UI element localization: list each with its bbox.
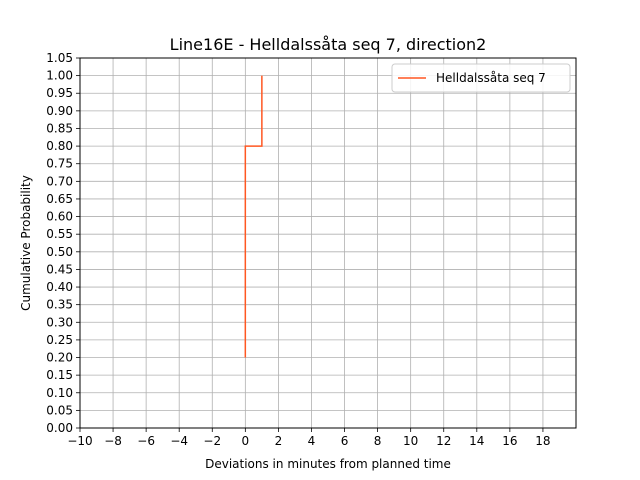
y-tick-label: 0.65 [46,192,73,206]
x-tick-label: 6 [341,434,349,448]
y-tick-label: 0.70 [46,174,73,188]
legend: Helldalssåta seq 7 [391,63,571,93]
y-tick-label: 0.95 [46,86,73,100]
y-tick-label: 0.20 [46,351,73,365]
legend-box [391,63,571,93]
x-tick-label: 16 [502,434,517,448]
x-tick-label: 14 [469,434,484,448]
x-tick-label: −4 [170,434,188,448]
y-tick-label: 0.85 [46,121,73,135]
x-tick-label: 12 [436,434,451,448]
y-tick-label: 0.75 [46,157,73,171]
x-axis-ticks: −10 −8 −6 −4 −2 0 2 4 6 8 10 12 14 16 18 [67,428,551,448]
y-tick-label: 1.00 [46,69,73,83]
plot-area [80,58,576,428]
chart-title: Line16E - Helldalssåta seq 7, direction2 [170,35,487,54]
plot-frame [79,57,577,429]
y-tick-label: 0.55 [46,227,73,241]
x-tick-label: 4 [308,434,316,448]
x-tick-label: −6 [137,434,155,448]
x-axis-label: Deviations in minutes from planned time [205,457,451,471]
x-tick-label: −8 [104,434,122,448]
x-tick-label: 2 [275,434,283,448]
legend-label: Helldalssåta seq 7 [436,71,546,85]
y-tick-label: 0.80 [46,139,73,153]
x-tick-label: 10 [403,434,418,448]
y-tick-label: 0.90 [46,104,73,118]
x-tick-label: −10 [67,434,92,448]
y-axis-ticks: 0.00 0.05 0.10 0.15 0.20 0.25 0.30 0.35 0.40 0.45… [46,51,80,435]
y-tick-label: 0.00 [46,421,73,435]
y-tick-label: 0.35 [46,298,73,312]
series-layer [244,75,263,358]
y-axis-label: Cumulative Probability [19,175,33,311]
y-tick-label: 0.15 [46,368,73,382]
x-tick-label: 0 [242,434,250,448]
y-tick-label: 0.50 [46,245,73,259]
x-tick-label: −2 [203,434,221,448]
y-tick-label: 0.10 [46,386,73,400]
y-tick-label: 0.25 [46,333,73,347]
y-tick-label: 1.05 [46,51,73,65]
y-tick-label: 0.30 [46,315,73,329]
y-tick-label: 0.45 [46,262,73,276]
y-tick-label: 0.40 [46,280,73,294]
x-tick-label: 18 [535,434,550,448]
series-line [244,75,263,358]
y-tick-label: 0.60 [46,210,73,224]
y-tick-label: 0.05 [46,403,73,417]
x-tick-label: 8 [374,434,382,448]
